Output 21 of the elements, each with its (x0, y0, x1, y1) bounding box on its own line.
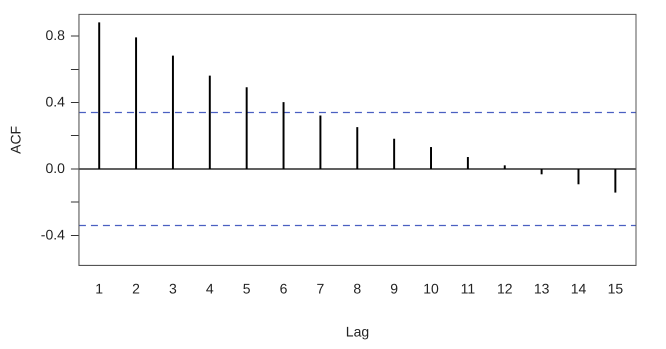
y-tick-label: 0.0 (45, 160, 66, 176)
x-tick-label: 13 (534, 280, 550, 297)
y-axis-title: ACF (7, 126, 24, 154)
x-tick-label: 11 (460, 280, 476, 297)
x-tick-label: 8 (353, 280, 362, 297)
x-tick-label: 1 (95, 280, 104, 297)
x-tick-label: 2 (132, 280, 140, 297)
y-tick-label: -0.4 (40, 226, 66, 242)
x-tick-label: 10 (423, 280, 440, 297)
x-tick-label: 9 (390, 280, 398, 297)
x-tick-label: 14 (570, 280, 586, 297)
y-tick-label: 0.4 (45, 93, 66, 110)
x-tick-label: 6 (280, 280, 288, 297)
x-tick-label: 3 (169, 280, 178, 297)
x-tick-label: 15 (608, 280, 624, 297)
x-tick-label: 7 (316, 280, 325, 297)
y-tick-label: 0.8 (45, 26, 66, 43)
x-tick-label: 12 (496, 280, 513, 297)
x-tick-label: 5 (242, 280, 251, 297)
x-axis-title: Lag (346, 323, 370, 340)
x-tick-label: 4 (206, 280, 214, 297)
